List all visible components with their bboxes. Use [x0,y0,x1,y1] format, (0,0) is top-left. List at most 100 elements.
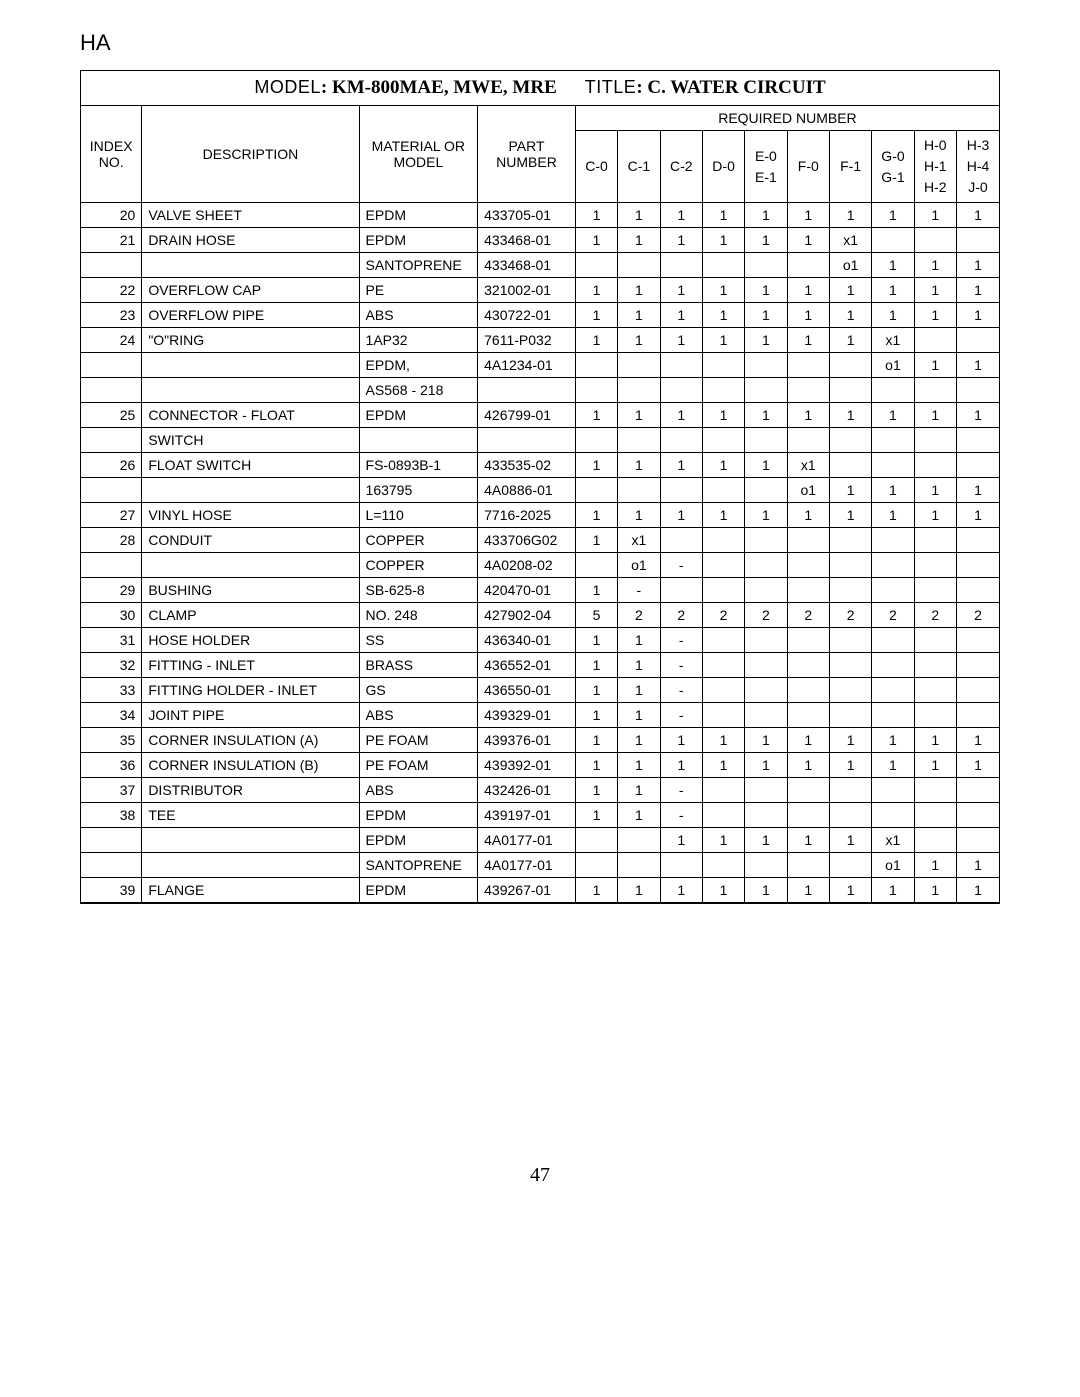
cell-qty: 1 [660,403,702,428]
cell-qty: 1 [787,203,829,228]
cell-qty [914,778,956,803]
model-value: : KM-800MAE, MWE, MRE [321,77,557,98]
cell-qty: 1 [702,203,744,228]
cell-qty [745,653,787,678]
cell-qty: - [660,553,702,578]
page-number: 47 [80,1164,1000,1187]
cell-qty: 1 [914,753,956,778]
cell-qty: 1 [575,703,617,728]
parts-table-container: MODEL: KM-800MAE, MWE, MRE TITLE: C. WAT… [80,70,1000,904]
cell-qty: 2 [745,603,787,628]
cell-qty: 1 [956,503,999,528]
cell-qty [956,778,999,803]
cell-material: ABS [359,778,478,803]
cell-qty [745,853,787,878]
cell-qty [702,378,744,403]
cell-qty [872,628,914,653]
table-row: SANTOPRENE4A0177-01o111 [81,853,999,878]
cell-qty [829,453,871,478]
cell-description: JOINT PIPE [142,703,359,728]
cell-qty [702,253,744,278]
col-description: DESCRIPTION [142,106,359,203]
cell-qty: 1 [702,728,744,753]
cell-qty: 1 [702,303,744,328]
cell-qty: 1 [575,453,617,478]
cell-qty [745,528,787,553]
cell-qty: - [660,653,702,678]
cell-qty: 1 [618,653,660,678]
cell-qty: 1 [829,278,871,303]
cell-qty [575,553,617,578]
cell-description: SWITCH [142,428,359,453]
cell-qty: 1 [660,203,702,228]
cell-qty [745,803,787,828]
col-required: REQUIRED NUMBER [575,106,999,131]
col-part: PART NUMBER [478,106,576,203]
cell-qty [787,628,829,653]
cell-qty [914,803,956,828]
cell-qty [914,228,956,253]
cell-qty: 1 [702,328,744,353]
cell-qty [829,428,871,453]
cell-qty: 1 [745,228,787,253]
page: HA MODEL: KM-800MAE, MWE, MRE TITLE: C. … [0,0,1080,1227]
cell-qty: - [660,678,702,703]
sub-c2: C-2 [660,131,702,203]
cell-qty: 1 [914,303,956,328]
cell-qty [956,803,999,828]
title-value: : C. WATER CIRCUIT [636,77,825,98]
cell-qty [872,528,914,553]
cell-index: 27 [81,503,142,528]
cell-part-number: 433535-02 [478,453,576,478]
cell-qty [872,453,914,478]
cell-qty: 2 [956,603,999,628]
cell-qty: 1 [872,753,914,778]
cell-qty [914,378,956,403]
cell-qty [787,678,829,703]
cell-qty [829,553,871,578]
cell-qty: 1 [829,403,871,428]
cell-qty: 1 [660,753,702,778]
table-row: EPDM,4A1234-01o111 [81,353,999,378]
cell-qty: 1 [575,503,617,528]
cell-qty [872,378,914,403]
cell-qty [702,678,744,703]
cell-qty: x1 [829,228,871,253]
cell-qty: 1 [575,328,617,353]
cell-qty: o1 [829,253,871,278]
cell-qty [702,428,744,453]
cell-part-number: 426799-01 [478,403,576,428]
cell-qty: 1 [914,853,956,878]
cell-qty: 1 [745,878,787,903]
cell-qty: 1 [872,253,914,278]
table-row: 27VINYL HOSEL=1107716-20251111111111 [81,503,999,528]
cell-qty: x1 [872,328,914,353]
cell-qty: 1 [660,878,702,903]
cell-qty: 1 [575,803,617,828]
cell-qty [914,553,956,578]
sub-e: E-0E-1 [745,131,787,203]
cell-qty [618,828,660,853]
cell-qty [618,853,660,878]
cell-qty: 1 [872,303,914,328]
table-row: 23OVERFLOW PIPEABS430722-011111111111 [81,303,999,328]
cell-qty: 1 [787,303,829,328]
cell-index [81,478,142,503]
cell-qty: 1 [914,478,956,503]
cell-qty: 1 [575,578,617,603]
cell-description: VINYL HOSE [142,503,359,528]
cell-qty: 2 [787,603,829,628]
cell-qty [745,428,787,453]
cell-qty [660,528,702,553]
cell-qty [829,853,871,878]
cell-description: DRAIN HOSE [142,228,359,253]
cell-qty [787,378,829,403]
cell-description: FITTING HOLDER - INLET [142,678,359,703]
table-row: 32FITTING - INLETBRASS436552-0111- [81,653,999,678]
cell-qty [575,828,617,853]
cell-qty: - [660,778,702,803]
cell-qty: 1 [575,403,617,428]
cell-qty [702,528,744,553]
cell-qty: 1 [829,203,871,228]
table-row: 20VALVE SHEETEPDM433705-011111111111 [81,203,999,228]
